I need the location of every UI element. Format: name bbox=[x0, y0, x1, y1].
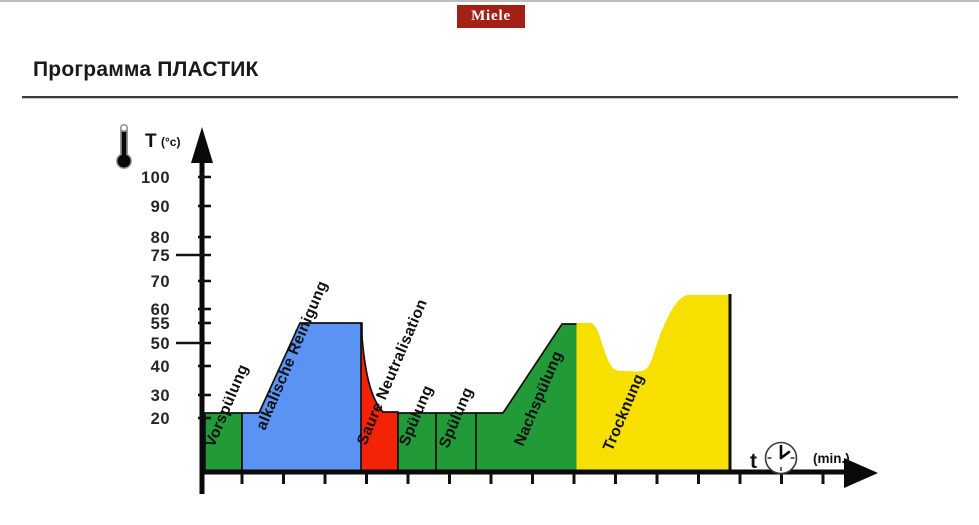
miele-logo-text: Miele bbox=[471, 8, 511, 24]
x-axis-ticks bbox=[240, 473, 825, 484]
y-tick-label-30: 30 bbox=[151, 387, 170, 405]
x-axis-arrow-icon bbox=[844, 458, 878, 488]
y-tick-label-100: 100 bbox=[141, 169, 170, 187]
title-underline bbox=[22, 96, 958, 98]
x-axis-caption-unit: (min.) bbox=[813, 451, 850, 466]
top-border-line bbox=[0, 0, 979, 2]
miele-logo: Miele bbox=[457, 5, 525, 28]
y-tick-label-75: 75 bbox=[151, 247, 170, 265]
phase-region-nachspuelung bbox=[475, 323, 579, 472]
y-tick-label-40: 40 bbox=[151, 358, 170, 376]
thermometer-icon bbox=[116, 124, 132, 169]
y-axis-caption: T bbox=[145, 131, 157, 152]
x-axis-caption: t bbox=[750, 450, 757, 473]
clock-icon bbox=[764, 441, 798, 475]
axes bbox=[191, 127, 878, 494]
y-tick-label-20: 20 bbox=[151, 410, 170, 428]
y-axis-arrow-icon bbox=[191, 127, 213, 163]
y-tick-label-90: 90 bbox=[151, 198, 170, 216]
phase-regions bbox=[204, 294, 732, 473]
y-tick-label-80: 80 bbox=[151, 229, 170, 247]
y-tick-label-55: 55 bbox=[151, 315, 170, 333]
phase-region-saure-neutralisation bbox=[360, 323, 399, 472]
y-tick-label-50: 50 bbox=[151, 335, 170, 353]
phase-region-trocknung bbox=[576, 295, 730, 471]
page-title: Программа ПЛАСТИК bbox=[33, 58, 259, 81]
y-tick-label-60: 60 bbox=[151, 301, 170, 319]
y-tick-label-70: 70 bbox=[151, 273, 170, 291]
y-axis-caption-unit: (°c) bbox=[161, 135, 180, 149]
